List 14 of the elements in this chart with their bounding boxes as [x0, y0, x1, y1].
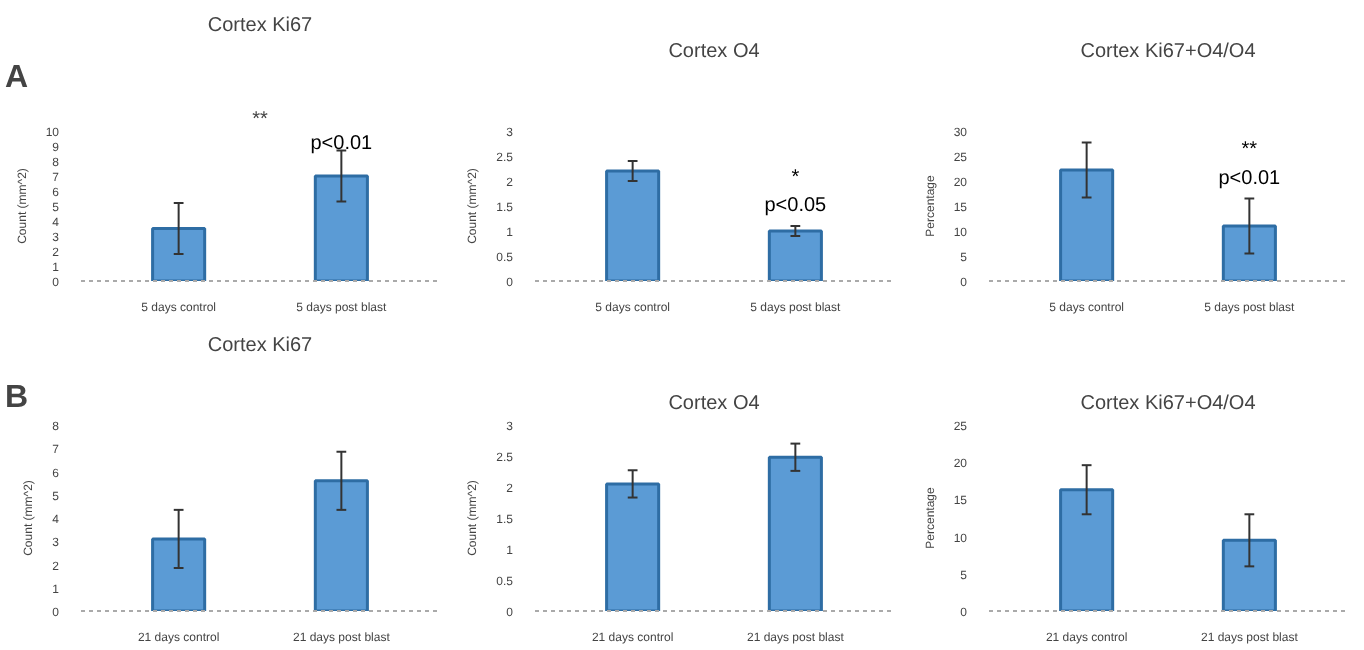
annotation: p<0.01	[310, 133, 374, 156]
annotation: **	[1241, 139, 1258, 162]
annotation: p<0.01	[1218, 167, 1282, 190]
text: **	[252, 109, 268, 131]
chart-title: Cortex O4	[668, 41, 761, 63]
chart-title: Cortex Ki67	[207, 15, 314, 37]
chart-title: Cortex Ki67+O4/O4	[1080, 393, 1257, 415]
annotation: p<0.05	[764, 195, 828, 217]
chart-title: Cortex Ki67	[207, 335, 314, 357]
chart-title: Cortex Ki67+O4/O4	[1080, 41, 1257, 63]
text: B	[5, 381, 29, 415]
text: A	[5, 61, 29, 95]
chart-title: Cortex O4	[668, 393, 761, 415]
annotation: *	[791, 166, 800, 189]
